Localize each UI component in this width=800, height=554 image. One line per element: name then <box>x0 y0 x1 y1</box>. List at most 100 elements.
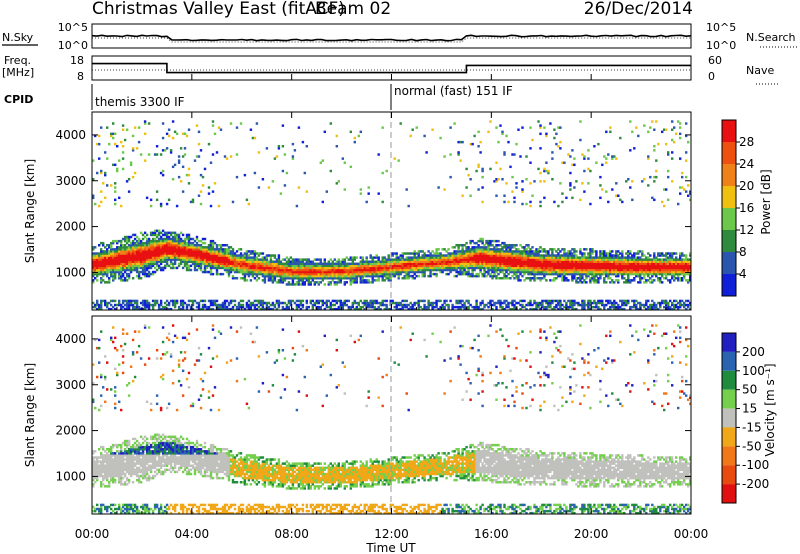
power-cell <box>175 241 179 245</box>
power-cell <box>167 128 171 131</box>
power-cell <box>135 252 139 255</box>
power-cell <box>397 260 400 263</box>
power-cell <box>127 266 131 270</box>
power-cell <box>159 153 163 156</box>
power-cell <box>365 281 368 284</box>
power-cell <box>443 264 446 268</box>
power-cell <box>637 268 640 272</box>
power-cell <box>461 270 464 274</box>
power-cell <box>125 299 129 303</box>
power-cell <box>357 266 360 270</box>
power-cell <box>275 270 279 274</box>
power-cell <box>295 268 299 272</box>
power-cell <box>135 270 139 274</box>
power-cell <box>399 258 402 261</box>
power-cell <box>509 254 512 257</box>
power-cell <box>165 239 169 243</box>
power-cell <box>477 266 480 270</box>
power-cell <box>513 258 516 261</box>
power-cell <box>629 307 632 310</box>
power-cell <box>143 301 147 305</box>
power-cell <box>141 244 145 247</box>
power-cell <box>385 169 388 173</box>
power-cell <box>595 272 598 276</box>
power-cell <box>537 272 540 276</box>
power-cell <box>114 264 117 268</box>
power-cell <box>441 262 444 266</box>
power-cell <box>301 277 305 280</box>
power-cell <box>595 301 598 305</box>
power-cell <box>175 250 179 253</box>
power-cell <box>407 268 410 272</box>
power-cell <box>377 279 380 282</box>
power-cell <box>599 252 602 255</box>
power-cell <box>209 299 213 303</box>
power-cell <box>385 266 388 270</box>
power-cell <box>605 254 608 257</box>
power-cell <box>599 274 602 278</box>
power-cell <box>353 262 356 266</box>
power-cell <box>491 252 494 255</box>
power-cell <box>513 153 516 156</box>
power-cell <box>571 301 574 305</box>
power-cell <box>363 264 366 268</box>
power-cell <box>459 299 462 303</box>
power-cell <box>517 301 520 305</box>
power-cell <box>203 268 207 272</box>
power-cell <box>635 268 638 272</box>
power-cell <box>185 173 189 177</box>
power-cell <box>407 274 410 278</box>
power-cell <box>611 264 614 268</box>
power-cell <box>621 270 624 274</box>
power-cell <box>471 268 474 272</box>
power-cell <box>543 299 546 303</box>
power-cell <box>185 305 189 309</box>
power-cell <box>599 262 602 266</box>
power-cell <box>439 305 442 309</box>
power-cell <box>351 281 354 284</box>
power-cell <box>227 266 231 270</box>
power-cell <box>239 305 243 309</box>
power-cell <box>531 194 534 197</box>
power-cell <box>191 248 195 251</box>
power-cell <box>173 250 177 253</box>
power-cell <box>553 268 556 272</box>
power-cell <box>409 264 412 268</box>
power-cell <box>521 188 524 191</box>
power-cell <box>417 262 420 266</box>
power-cell <box>647 260 650 263</box>
power-cell <box>381 262 384 266</box>
power-cell <box>114 254 117 257</box>
power-cell <box>185 268 189 272</box>
power-cell <box>465 241 468 245</box>
power-cell <box>123 138 127 142</box>
power-cell <box>131 262 135 266</box>
power-cell <box>595 262 598 266</box>
power-cell <box>367 274 370 278</box>
power-cell <box>129 244 133 247</box>
power-cell <box>171 239 175 243</box>
power-cell <box>575 256 578 259</box>
power-cell <box>355 307 358 310</box>
power-cell <box>401 303 404 307</box>
power-cell <box>457 244 460 247</box>
power-cell <box>114 268 117 272</box>
power-cell <box>104 268 107 272</box>
power-cell <box>329 270 332 274</box>
power-cell <box>257 272 261 276</box>
power-cell <box>371 272 374 276</box>
power-cell <box>621 264 624 268</box>
power-cell <box>163 252 167 255</box>
power-cell <box>359 262 362 266</box>
power-cell <box>155 248 159 251</box>
power-cell <box>513 254 516 257</box>
power-cell <box>619 136 622 140</box>
power-cell <box>407 204 410 208</box>
power-cell <box>363 262 366 266</box>
power-cell <box>145 266 149 270</box>
power-cell <box>249 272 253 276</box>
power-cell <box>149 231 153 235</box>
power-cell <box>143 241 147 245</box>
power-cell <box>173 246 177 249</box>
power-cell <box>495 254 498 257</box>
